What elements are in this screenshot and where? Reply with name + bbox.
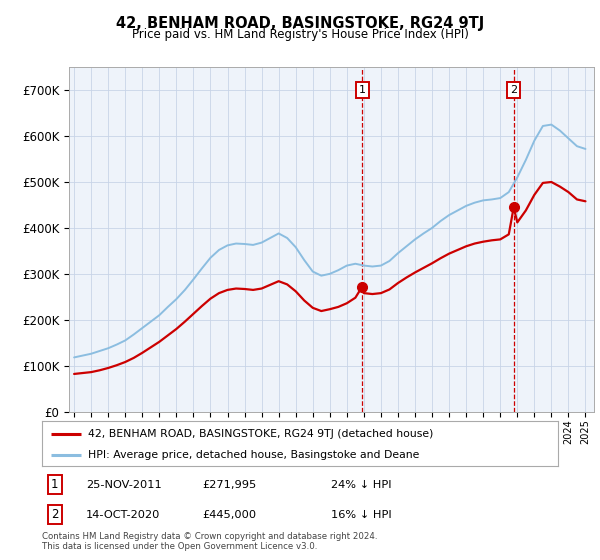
Text: Price paid vs. HM Land Registry's House Price Index (HPI): Price paid vs. HM Land Registry's House …: [131, 28, 469, 41]
Text: 1: 1: [359, 85, 365, 95]
Text: 1: 1: [51, 478, 59, 491]
Text: HPI: Average price, detached house, Basingstoke and Deane: HPI: Average price, detached house, Basi…: [88, 450, 420, 460]
Text: £445,000: £445,000: [202, 510, 256, 520]
Text: 16% ↓ HPI: 16% ↓ HPI: [331, 510, 392, 520]
Text: 2: 2: [51, 508, 59, 521]
Text: 42, BENHAM ROAD, BASINGSTOKE, RG24 9TJ: 42, BENHAM ROAD, BASINGSTOKE, RG24 9TJ: [116, 16, 484, 31]
Text: 24% ↓ HPI: 24% ↓ HPI: [331, 479, 392, 489]
Text: 14-OCT-2020: 14-OCT-2020: [86, 510, 160, 520]
Text: 42, BENHAM ROAD, BASINGSTOKE, RG24 9TJ (detached house): 42, BENHAM ROAD, BASINGSTOKE, RG24 9TJ (…: [88, 428, 434, 438]
Text: 2: 2: [510, 85, 517, 95]
Text: 25-NOV-2011: 25-NOV-2011: [86, 479, 161, 489]
Text: Contains HM Land Registry data © Crown copyright and database right 2024.
This d: Contains HM Land Registry data © Crown c…: [42, 532, 377, 552]
Text: £271,995: £271,995: [202, 479, 256, 489]
